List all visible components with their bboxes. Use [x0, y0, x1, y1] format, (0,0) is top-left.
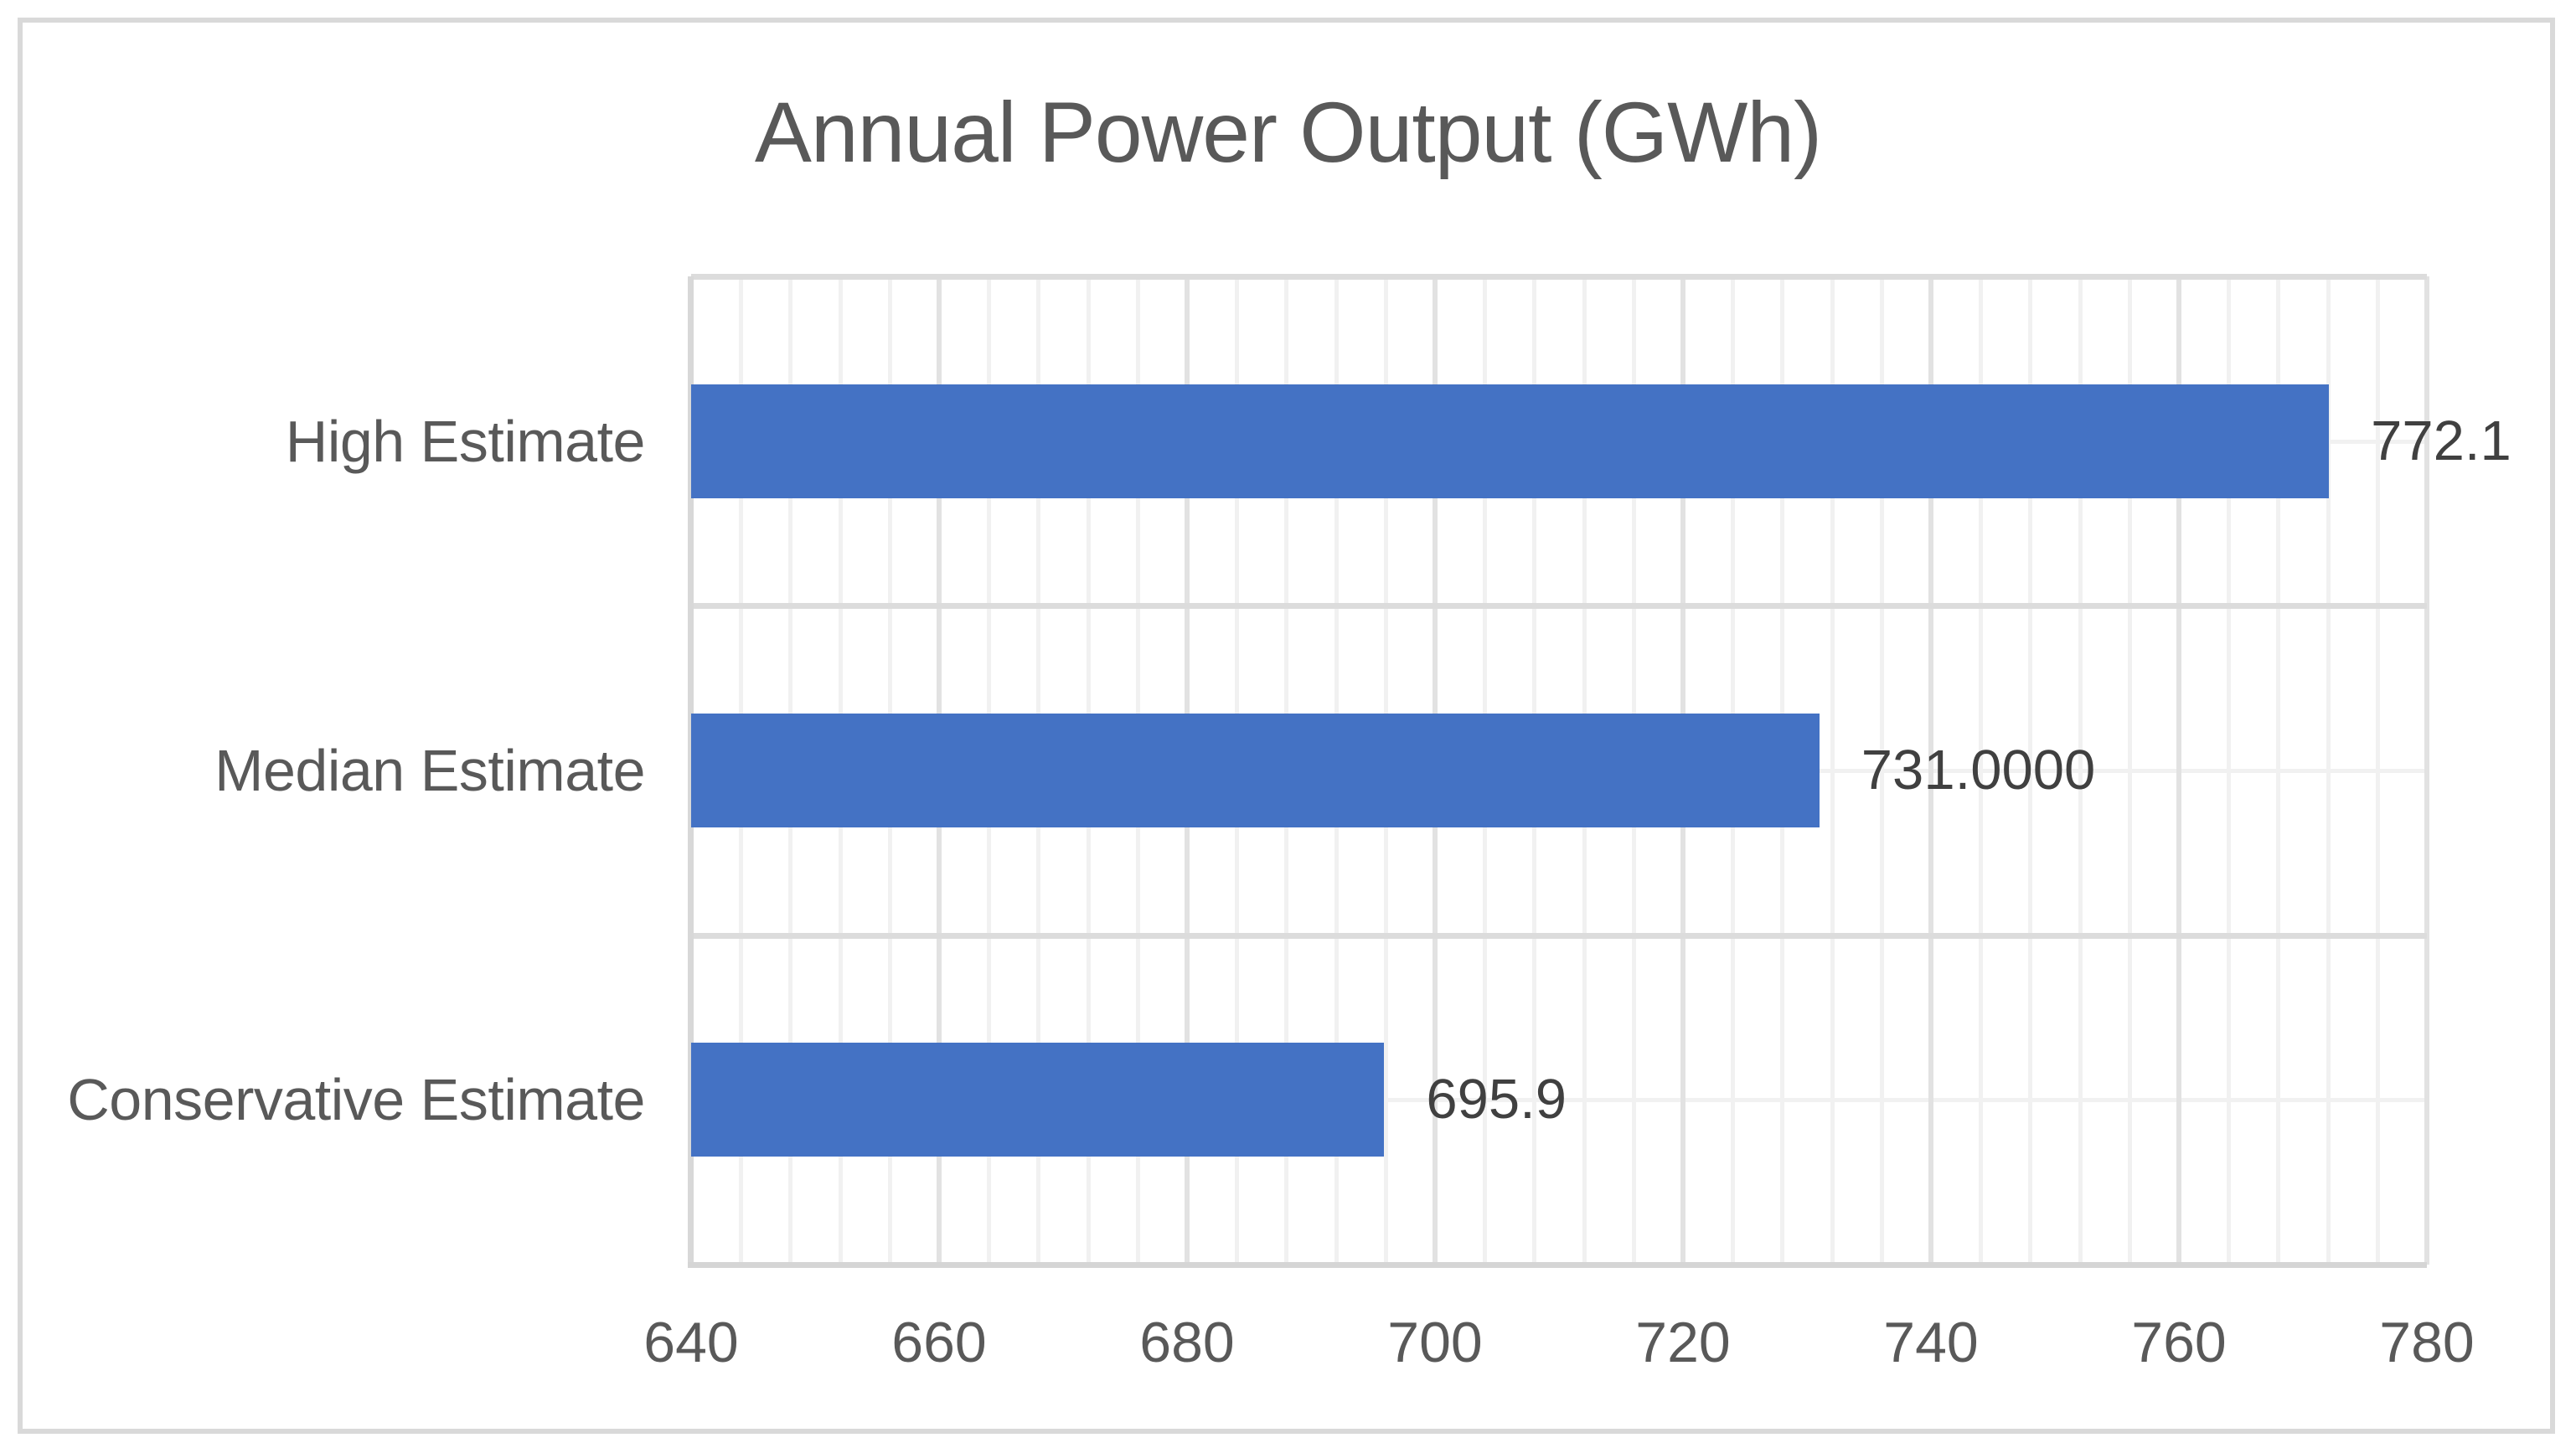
category-axis-label: Conservative Estimate — [67, 1067, 645, 1133]
chart-title: Annual Power Output (GWh) — [754, 85, 1822, 180]
data-label: 731.0000 — [1861, 739, 2096, 801]
value-axis-line — [688, 1262, 2427, 1268]
category-axis-line — [688, 276, 694, 1268]
chart-border — [18, 18, 2555, 1434]
category-boundary-gridline — [691, 603, 2427, 610]
value-axis-tick-label: 740 — [1883, 1311, 1979, 1374]
minor-gridline-horizontal — [691, 1098, 2427, 1103]
category-axis-label: Median Estimate — [214, 738, 645, 803]
data-label: 772.1 — [2371, 409, 2511, 472]
bar — [691, 714, 1820, 827]
category-axis-label: High Estimate — [285, 408, 646, 474]
value-axis-tick-label: 660 — [891, 1311, 987, 1374]
major-gridline-vertical — [1928, 276, 1933, 1265]
value-axis-tick-label: 640 — [643, 1311, 739, 1374]
major-gridline-vertical — [2424, 276, 2429, 1265]
bar — [691, 384, 2330, 498]
value-axis-tick-label: 760 — [2131, 1311, 2227, 1374]
category-boundary-gridline — [691, 274, 2427, 280]
value-axis-tick-label: 680 — [1139, 1311, 1235, 1374]
value-axis-tick-label: 720 — [1635, 1311, 1731, 1374]
value-axis-tick-label: 700 — [1387, 1311, 1483, 1374]
bar — [691, 1043, 1385, 1157]
value-axis-tick-label: 780 — [2379, 1311, 2475, 1374]
category-boundary-gridline — [691, 932, 2427, 939]
data-label: 695.9 — [1426, 1068, 1567, 1131]
major-gridline-vertical — [2176, 276, 2181, 1265]
